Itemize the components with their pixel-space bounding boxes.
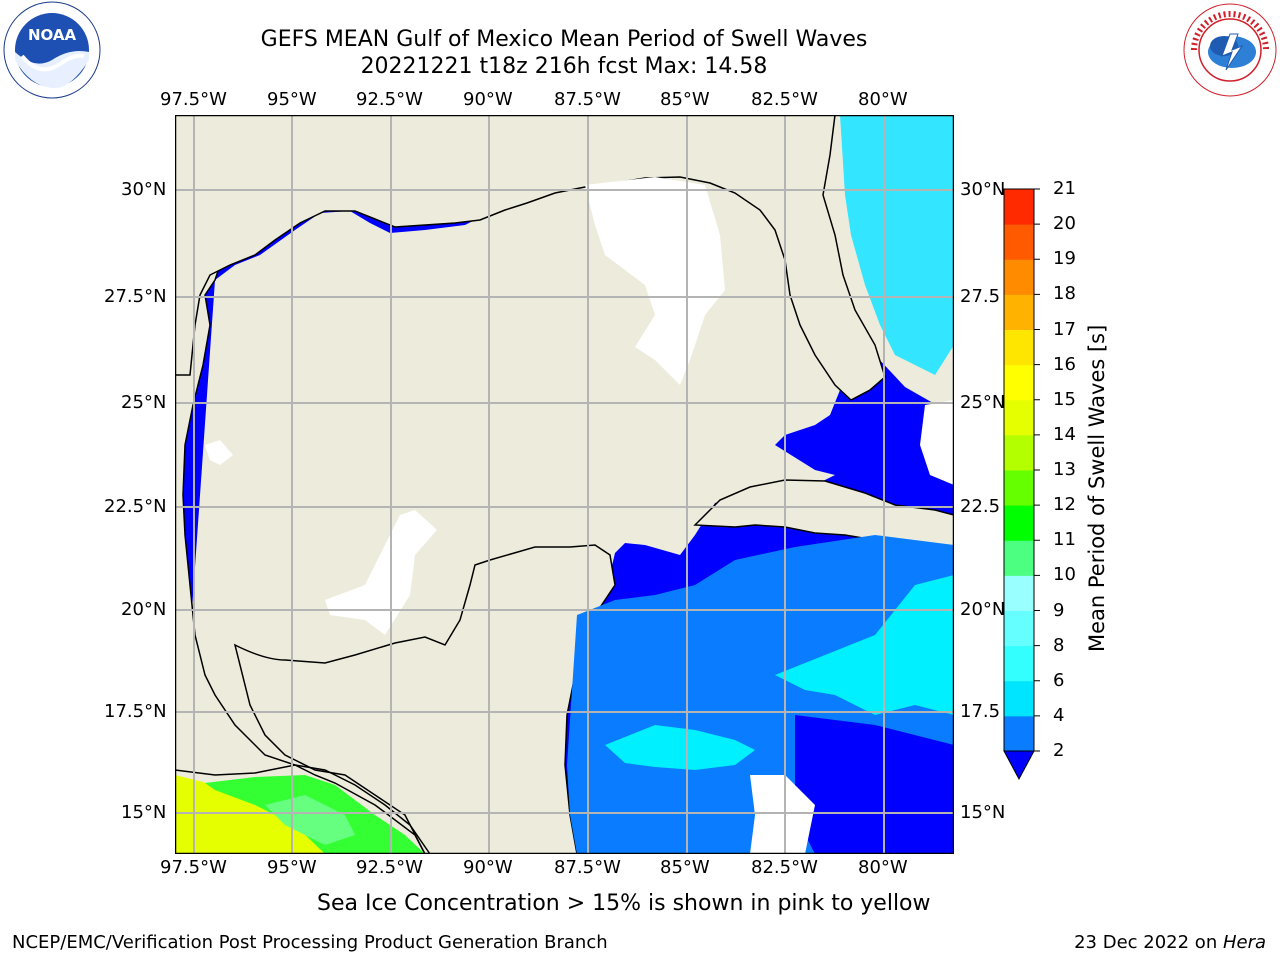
colorbar-segment [1004,329,1034,366]
colorbar [1003,188,1040,781]
lat-tick-right: 25°N [960,392,1006,413]
lat-tick-right: 27.5 [960,286,1001,307]
lat-tick-left: 25°N [121,392,167,413]
lat-tick-right: 17.5 [960,701,1001,722]
colorbar-segment [1004,505,1034,541]
colorbar-tick-label: 14 [1053,423,1076,445]
chart-title: GEFS MEAN Gulf of Mexico Mean Period of … [260,27,868,52]
map-frame [175,115,954,854]
lon-tick-top: 95°W [267,89,317,110]
colorbar-tick-label: 9 [1053,599,1065,621]
colorbar-segment [1004,680,1034,717]
colorbar-segment [1004,470,1034,506]
colorbar-tick-label: 4 [1053,704,1065,726]
footer-host: Hera [1222,932,1266,953]
colorbar-segment [1004,575,1034,611]
noaa-logo-text: NOAA [28,26,77,44]
colorbar-tick-label: 18 [1053,283,1076,305]
nodata-west-gulf [205,440,233,465]
chart-subtitle: 20221221 t18z 216h fcst Max: 14.58 [360,54,768,79]
footer-date-text: 23 Dec 2022 on [1074,932,1223,953]
colorbar-tick-label: 6 [1053,669,1065,691]
colorbar-tick-label: 17 [1053,318,1076,340]
lat-tick-right: 22.5 [960,496,1001,517]
colorbar-segment [1004,224,1034,260]
lon-tick-top: 92.5°W [356,89,423,110]
colorbar-tick-label: 2 [1053,740,1065,761]
caribbean-dark-patches [795,715,954,854]
colorbar-tick-label: 15 [1053,388,1076,410]
colorbar-segment [1004,259,1034,295]
colorbar-segment [1004,715,1034,752]
lon-tick-bottom: 80°W [858,857,908,878]
footer-date: 23 Dec 2022 on Hera [1074,932,1266,953]
lon-tick-top: 90°W [463,89,513,110]
sea-ice-caption: Sea Ice Concentration > 15% is shown in … [317,891,931,916]
lon-tick-bottom: 97.5°W [160,857,227,878]
lat-tick-left: 15°N [121,802,167,823]
lon-tick-top: 97.5°W [160,89,227,110]
lat-tick-left: 17.5°N [104,701,167,722]
nodata-bahamas [920,400,954,485]
pacific-yellow [175,775,325,854]
colorbar-title: Mean Period of Swell Waves [s] [1085,324,1109,652]
pacific-green-light [265,795,355,845]
lon-tick-bottom: 87.5°W [554,857,621,878]
colorbar-tick-label: 21 [1053,178,1076,199]
colorbar-segment [1004,645,1034,682]
lon-tick-top: 87.5°W [554,89,621,110]
lon-tick-bottom: 90°W [463,857,513,878]
colorbar-segment [1004,294,1034,330]
colorbar-tick-label: 10 [1053,564,1076,586]
colorbar-under-arrow [1003,750,1035,781]
colorbar-tick-label: 20 [1053,213,1076,235]
lon-tick-bottom: 92.5°W [356,857,423,878]
colorbar-tick-label: 11 [1053,529,1076,551]
colorbar-segment [1004,610,1034,647]
lon-tick-bottom: 82.5°W [751,857,818,878]
nodata-bay-campeche [325,510,437,635]
mexico-south-land [233,544,616,854]
lat-tick-left: 27.5°N [104,286,167,307]
colorbar-segment [1004,364,1034,401]
lat-tick-left: 22.5°N [104,496,167,517]
noaa-logo: NOAA [3,1,101,99]
colorbar-segment [1004,189,1034,225]
colorbar-tick-label: 13 [1053,459,1076,480]
nodata-caribbean-south [750,775,815,854]
lon-tick-top: 85°W [660,89,710,110]
colorbar-segment [1004,399,1034,436]
nws-logo [1183,3,1277,97]
lon-tick-top: 82.5°W [751,89,818,110]
lon-tick-bottom: 85°W [660,857,710,878]
lat-tick-right: 30°N [960,179,1006,200]
pacific-coast-line [175,764,431,854]
grid-lines [175,115,954,854]
lat-tick-left: 20°N [121,599,167,620]
colorbar-tick-label: 16 [1053,353,1076,375]
colorbar-tick-label: 19 [1053,248,1076,270]
lon-tick-bottom: 95°W [267,857,317,878]
colorbar-segment [1004,540,1034,576]
nodata-north-gulf [585,177,725,385]
lat-tick-left: 30°N [121,179,167,200]
map-panel [175,115,954,854]
lat-tick-right: 20°N [960,599,1006,620]
lon-tick-top: 80°W [858,89,908,110]
lat-tick-right: 15°N [960,802,1006,823]
atlantic-region [840,115,954,375]
caribbean-south-cyan [605,725,755,770]
colorbar-tick-label: 8 [1053,634,1065,656]
colorbar-tick-label: 12 [1053,494,1076,516]
footer-branch: NCEP/EMC/Verification Post Processing Pr… [12,932,608,953]
colorbar-segment [1004,434,1034,471]
